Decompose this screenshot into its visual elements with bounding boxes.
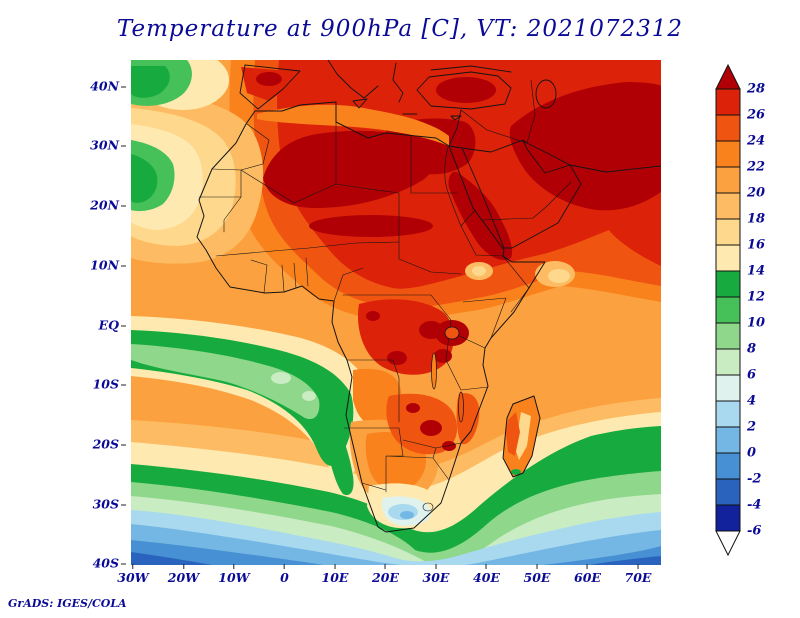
colorbar-label: -4 — [747, 497, 762, 513]
colorbar-label: 8 — [747, 341, 757, 357]
colorbar-label: 26 — [747, 107, 766, 123]
colorbar-swatch — [715, 114, 741, 142]
lat-tick-label: 40S — [84, 556, 126, 571]
colorbar-swatch — [715, 504, 741, 532]
colorbar-swatch — [715, 218, 741, 246]
lat-tick-label: 10N — [84, 257, 126, 272]
lon-tick-label: 10E — [322, 564, 349, 585]
temperature-field — [131, 60, 661, 565]
lon-tick-label: 60E — [574, 564, 601, 585]
lon-tick-label: 30W — [117, 564, 148, 585]
lon-tick-label: 0 — [280, 564, 289, 585]
colorbar-swatch — [715, 192, 741, 220]
colorbar-swatch — [715, 88, 741, 116]
lat-tick-text: 10S — [92, 376, 119, 392]
lat-tick-text: EQ — [98, 317, 119, 332]
colorbar-label: 28 — [747, 81, 766, 97]
colorbar-label: 0 — [747, 445, 757, 461]
plot-title: Temperature at 900hPa [C], VT: 202107231… — [116, 16, 684, 42]
lon-tick-label: 20W — [168, 564, 199, 585]
lon-tick-label: 40E — [473, 564, 500, 585]
colorbar-label: 20 — [747, 185, 766, 201]
colorbar-label: 22 — [747, 159, 766, 175]
colorbar-label: 24 — [747, 133, 766, 149]
lat-tick-label: 30N — [84, 138, 126, 153]
colorbar-swatch — [715, 348, 741, 376]
lat-tick-text: 40S — [92, 555, 119, 571]
lon-tick-label: 70E — [625, 564, 652, 585]
colorbar-swatch — [715, 140, 741, 168]
lon-tick-label: 20E — [372, 564, 399, 585]
lakes — [431, 326, 464, 423]
country-borders — [198, 79, 572, 512]
colorbar-swatch — [715, 270, 741, 298]
colorbar-label: 14 — [747, 263, 766, 279]
lat-tick-label: 20S — [84, 436, 126, 451]
lat-tick-label: 10S — [84, 377, 126, 392]
colorbar — [715, 64, 741, 556]
colorbar-swatch — [715, 374, 741, 402]
temperature-map — [131, 60, 661, 565]
lat-tick-text: 30S — [92, 496, 119, 512]
lon-tick-label: 10W — [218, 564, 249, 585]
lat-tick-text: 40N — [90, 78, 119, 94]
colorbar-triangle-bottom — [715, 530, 741, 556]
colorbar-swatch — [715, 400, 741, 428]
colorbar-swatch — [715, 296, 741, 324]
colorbar-swatch — [715, 426, 741, 454]
colorbar-swatch — [715, 166, 741, 194]
lat-tick-label: 30S — [84, 496, 126, 511]
lat-tick-label: 20N — [84, 198, 126, 213]
lat-tick-text: 10N — [90, 257, 119, 273]
coastlines — [196, 60, 661, 533]
colorbar-triangle-top — [715, 64, 741, 90]
lat-tick-label: EQ — [84, 317, 126, 332]
colorbar-label: 12 — [747, 289, 766, 305]
colorbar-label: 6 — [747, 367, 757, 383]
colorbar-label: 4 — [747, 393, 757, 409]
colorbar-swatch — [715, 452, 741, 480]
lon-tick-label: 30E — [423, 564, 450, 585]
colorbar-label: 10 — [747, 315, 766, 331]
colorbar-label: -6 — [747, 523, 762, 539]
lat-tick-text: 20S — [92, 436, 119, 452]
colorbar-swatch — [715, 478, 741, 506]
colorbar-swatch — [715, 244, 741, 272]
lat-tick-text: 20N — [90, 197, 119, 213]
colorbar-label: -2 — [747, 471, 762, 487]
lon-tick-label: 50E — [524, 564, 551, 585]
lat-tick-label: 40N — [84, 78, 126, 93]
lat-tick-text: 30N — [90, 137, 119, 153]
grads-credit: GrADS: IGES/COLA — [8, 597, 127, 610]
colorbar-swatch — [715, 322, 741, 350]
colorbar-label: 2 — [747, 419, 757, 435]
colorbar-label: 16 — [747, 237, 766, 253]
colorbar-label: 18 — [747, 211, 766, 227]
